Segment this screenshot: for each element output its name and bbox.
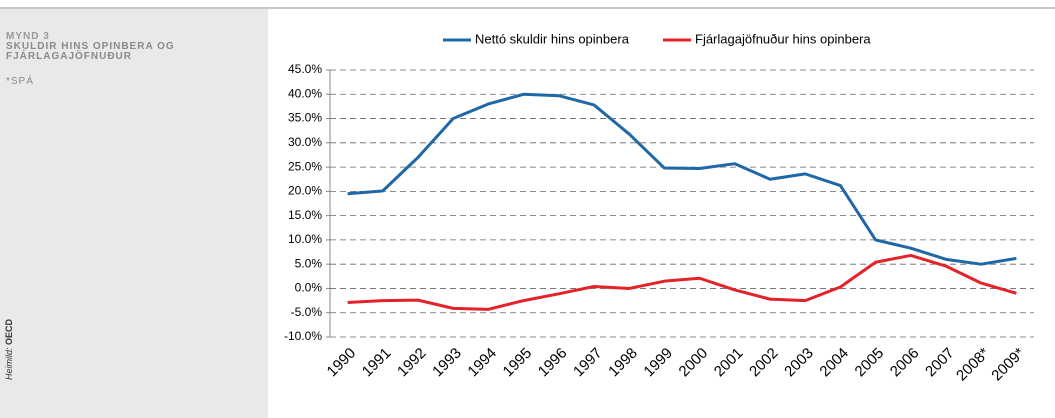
x-tick-label: 1993 — [429, 345, 465, 381]
top-rule — [0, 7, 1055, 9]
x-tick-label: 1996 — [535, 345, 571, 381]
y-tick-label: 40.0% — [288, 86, 322, 100]
x-tick-label: 2005 — [852, 345, 888, 381]
y-tick-label: 15.0% — [288, 208, 322, 222]
x-tick-label: 1997 — [570, 345, 606, 381]
x-tick-label: 2001 — [711, 345, 747, 381]
side-panel — [0, 9, 268, 418]
legend-label: Nettó skuldir hins opinbera — [475, 31, 630, 46]
figure-number: MYND 3 — [6, 31, 50, 42]
x-tick-label: 2009* — [988, 345, 1028, 385]
y-tick-label: 20.0% — [288, 184, 322, 198]
legend-label: Fjárlagajöfnuður hins opinbera — [695, 31, 871, 46]
y-tick-label: 25.0% — [288, 159, 322, 173]
note: *SPÁ — [6, 76, 34, 87]
x-tick-label: 1990 — [324, 345, 360, 381]
x-tick-label: 2007 — [922, 345, 958, 381]
x-tick-label: 2002 — [746, 345, 782, 381]
y-tick-label: 30.0% — [288, 135, 322, 149]
x-tick-label: 1995 — [500, 345, 536, 381]
line-series — [347, 92, 1017, 266]
x-tick-label: 2004 — [816, 345, 852, 381]
x-tick-label: 1999 — [640, 345, 676, 381]
x-tick-label: 1998 — [605, 345, 641, 381]
y-tick-label: -10.0% — [284, 329, 322, 343]
y-tick-label: 0.0% — [295, 281, 323, 295]
x-tick-label: 1991 — [359, 345, 395, 381]
x-tick-label: 2008* — [953, 345, 993, 385]
y-tick-label: 35.0% — [288, 111, 322, 125]
x-tick-label: 1992 — [394, 345, 430, 381]
x-tick-label: 2003 — [781, 345, 817, 381]
line-series — [347, 253, 1017, 311]
y-tick-label: 10.0% — [288, 232, 322, 246]
x-tick-label: 1994 — [464, 345, 500, 381]
x-tick-label: 2006 — [887, 345, 923, 381]
y-tick-label: 45.0% — [288, 62, 322, 76]
x-tick-label: 2000 — [676, 345, 712, 381]
y-tick-label: -5.0% — [291, 305, 323, 319]
y-tick-label: 5.0% — [295, 256, 323, 270]
chart-title: SKULDIR HINS OPINBERA OG FJÁRLAGAJÖFNUÐU… — [6, 41, 175, 62]
